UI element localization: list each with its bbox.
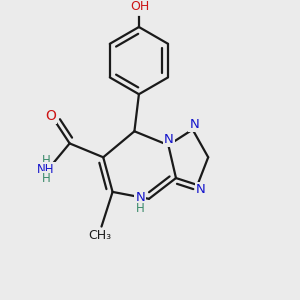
Text: N: N bbox=[135, 190, 145, 204]
Text: H: H bbox=[136, 202, 145, 215]
Text: N: N bbox=[164, 134, 174, 146]
Text: H: H bbox=[42, 172, 50, 184]
Text: OH: OH bbox=[130, 0, 150, 14]
Text: N: N bbox=[190, 118, 199, 131]
Text: CH₃: CH₃ bbox=[88, 229, 111, 242]
Text: O: O bbox=[46, 110, 56, 123]
Text: H: H bbox=[42, 154, 50, 166]
Text: NH: NH bbox=[37, 163, 55, 176]
Text: N: N bbox=[196, 183, 206, 196]
